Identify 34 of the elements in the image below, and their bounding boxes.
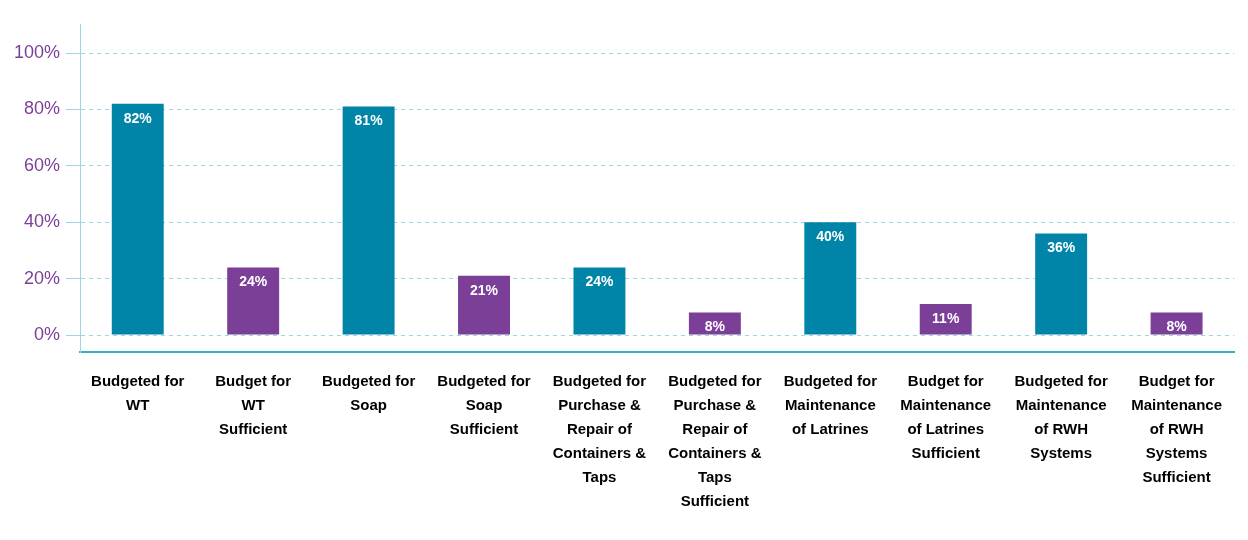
bar xyxy=(111,103,164,335)
data-label: 8% xyxy=(704,318,726,335)
bar xyxy=(919,304,972,335)
x-tick-label: Budgeted for WT xyxy=(91,372,185,414)
bar xyxy=(573,267,626,335)
y-tick-label: 40% xyxy=(24,211,61,232)
data-label: 8% xyxy=(1166,318,1188,335)
bar xyxy=(342,106,395,335)
data-label: 24% xyxy=(239,273,268,290)
bar xyxy=(804,222,857,335)
data-label: 82% xyxy=(123,109,153,126)
y-tick-label: 80% xyxy=(24,98,61,119)
x-tick-label: Budgeted for Purchase & Repair of Containers & Taps xyxy=(552,372,647,486)
x-tick-label: Budget for Maintenance of Latrines Sufficient xyxy=(900,372,992,462)
x-tick-label: Budgeted for Maintenance of RWH Systems xyxy=(1014,372,1108,462)
bar xyxy=(458,275,510,335)
data-label: 24% xyxy=(585,273,614,290)
data-label: 11% xyxy=(932,309,960,326)
y-tick-label: 60% xyxy=(24,154,61,175)
y-tick-label: 20% xyxy=(24,267,61,288)
y-tick-label: 100% xyxy=(13,41,61,62)
data-label: 36% xyxy=(1047,239,1076,256)
x-tick-label: Budgeted for Soap Sufficient xyxy=(437,372,531,438)
y-tick-label: 0% xyxy=(34,324,61,345)
x-tick-label: Budgeted for Soap xyxy=(321,372,416,414)
x-tick-label: Budget for Maintenance of RWH Systems Sufficient xyxy=(1131,372,1222,486)
x-tick-label: Budget for WT Sufficient xyxy=(215,372,292,438)
x-tick-label: Budgeted for Purchase & Repair of Containers & Taps Sufficient xyxy=(668,372,762,510)
bar xyxy=(227,267,280,335)
x-tick-label: Budgeted for Maintenance of Latrines xyxy=(783,372,878,438)
data-label: 21% xyxy=(470,281,499,298)
data-label: 40% xyxy=(816,228,845,245)
bar xyxy=(1035,233,1088,335)
data-label: 81% xyxy=(354,112,384,129)
